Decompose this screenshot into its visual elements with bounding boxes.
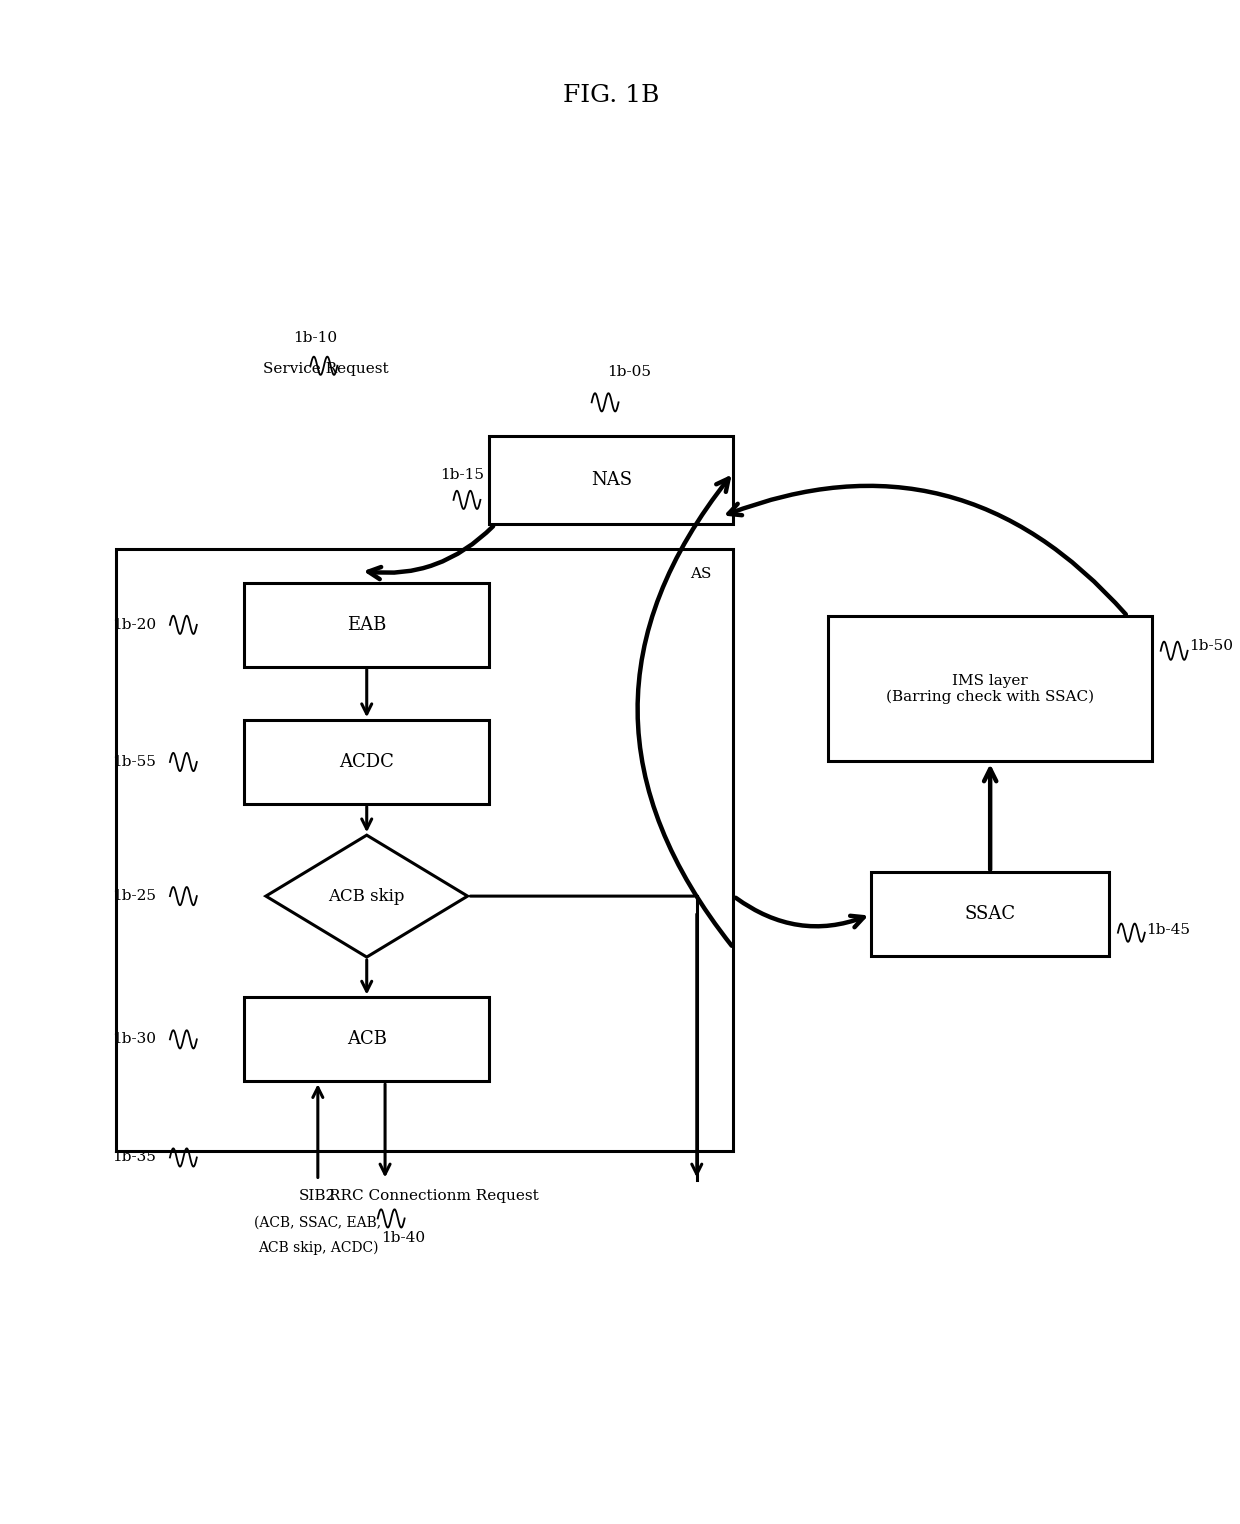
- FancyBboxPatch shape: [244, 584, 489, 668]
- FancyBboxPatch shape: [828, 617, 1152, 762]
- Text: 1b-10: 1b-10: [294, 331, 337, 346]
- Text: 1b-35: 1b-35: [113, 1151, 156, 1164]
- Text: 1b-15: 1b-15: [440, 468, 484, 483]
- Text: SIB2: SIB2: [299, 1189, 336, 1202]
- Text: RRC Connectionm Request: RRC Connectionm Request: [329, 1189, 539, 1202]
- FancyBboxPatch shape: [870, 872, 1110, 957]
- Text: 1b-50: 1b-50: [1189, 639, 1233, 654]
- Text: Service Request: Service Request: [263, 361, 388, 376]
- Text: 1b-55: 1b-55: [113, 754, 156, 770]
- Text: 1b-05: 1b-05: [608, 364, 651, 379]
- FancyBboxPatch shape: [489, 436, 733, 524]
- Text: IMS layer
(Barring check with SSAC): IMS layer (Barring check with SSAC): [887, 674, 1094, 704]
- Text: ACB skip: ACB skip: [329, 887, 405, 905]
- Text: ACB: ACB: [347, 1030, 387, 1049]
- Text: ACB skip, ACDC): ACB skip, ACDC): [258, 1241, 378, 1254]
- Text: 1b-30: 1b-30: [113, 1032, 156, 1047]
- Text: 1b-40: 1b-40: [382, 1231, 425, 1245]
- Text: 1b-20: 1b-20: [113, 617, 156, 632]
- Text: EAB: EAB: [347, 616, 387, 634]
- Text: 1b-45: 1b-45: [1146, 922, 1190, 937]
- FancyBboxPatch shape: [244, 998, 489, 1082]
- FancyBboxPatch shape: [117, 549, 733, 1151]
- Text: AS: AS: [691, 567, 712, 581]
- Polygon shape: [265, 835, 467, 957]
- Text: (ACB, SSAC, EAB,: (ACB, SSAC, EAB,: [254, 1216, 382, 1230]
- Text: SSAC: SSAC: [965, 905, 1016, 924]
- FancyBboxPatch shape: [244, 721, 489, 805]
- Text: NAS: NAS: [590, 471, 631, 489]
- Text: ACDC: ACDC: [340, 753, 394, 771]
- Text: 1b-25: 1b-25: [113, 888, 156, 904]
- Text: FIG. 1B: FIG. 1B: [563, 84, 660, 107]
